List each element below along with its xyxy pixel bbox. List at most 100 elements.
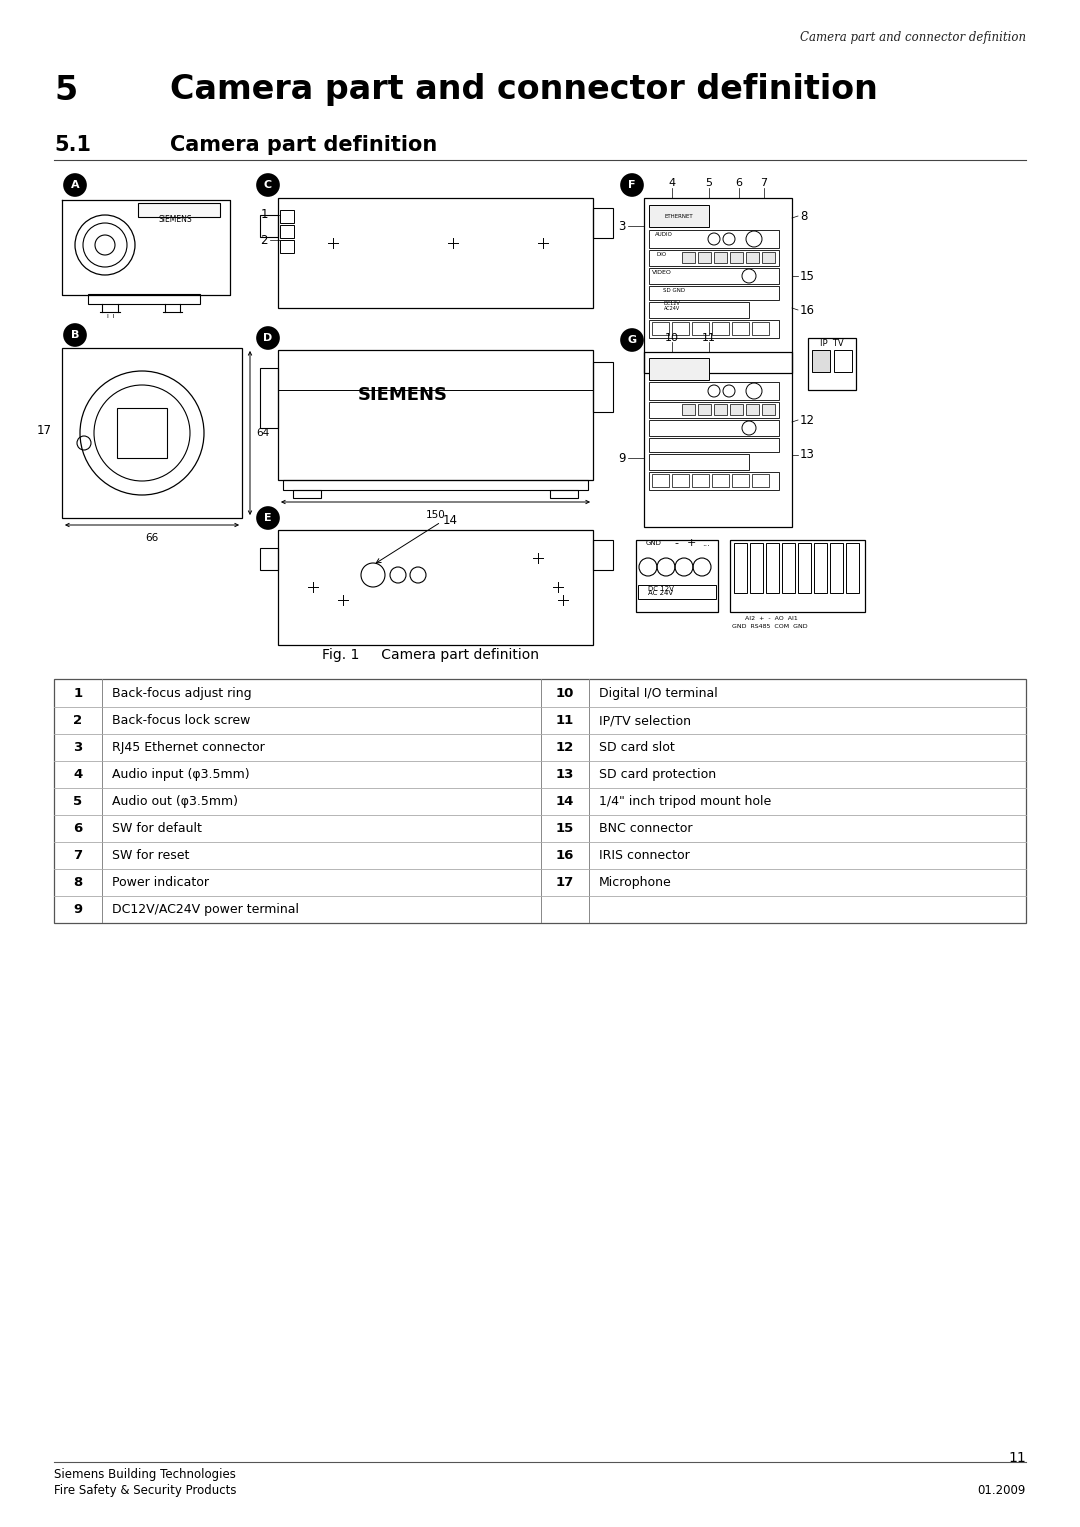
Bar <box>649 472 779 490</box>
Text: 1/4" inch tripod mount hole: 1/4" inch tripod mount hole <box>599 796 771 808</box>
Text: Microphone: Microphone <box>599 876 672 889</box>
Text: +: + <box>686 538 696 548</box>
Text: 13: 13 <box>800 449 815 461</box>
Text: 3: 3 <box>73 741 83 754</box>
Bar <box>831 544 843 592</box>
Bar <box>752 473 769 487</box>
Text: 3: 3 <box>619 220 626 232</box>
Text: 10: 10 <box>665 333 679 344</box>
Bar <box>730 541 865 612</box>
Bar <box>644 353 792 527</box>
Text: Siemens Building Technologies: Siemens Building Technologies <box>54 1467 235 1481</box>
Text: C: C <box>264 180 272 189</box>
Bar <box>649 302 750 318</box>
Text: SW for default: SW for default <box>112 822 202 835</box>
Bar <box>730 252 743 263</box>
Text: l  l: l l <box>107 315 114 319</box>
Text: 1: 1 <box>260 209 268 221</box>
Bar <box>260 215 278 237</box>
Text: 11: 11 <box>556 715 575 727</box>
Bar <box>714 405 727 415</box>
Text: Back-focus adjust ring: Back-focus adjust ring <box>112 687 252 699</box>
Text: IRIS connector: IRIS connector <box>599 849 690 863</box>
Text: 13: 13 <box>556 768 575 780</box>
Text: DC 12V: DC 12V <box>648 586 674 592</box>
Text: IP/TV selection: IP/TV selection <box>599 715 691 727</box>
Bar <box>732 473 750 487</box>
Bar <box>649 438 779 452</box>
Text: DC12V
AC24V: DC12V AC24V <box>664 301 680 312</box>
Bar <box>798 544 811 592</box>
Text: 15: 15 <box>556 822 575 835</box>
Bar <box>730 405 743 415</box>
Text: Power indicator: Power indicator <box>112 876 210 889</box>
Bar <box>762 252 775 263</box>
Bar <box>681 405 696 415</box>
Bar <box>652 473 669 487</box>
Bar <box>734 544 747 592</box>
Text: E: E <box>265 513 272 524</box>
Text: 5: 5 <box>54 73 78 107</box>
Bar <box>87 295 200 304</box>
Bar <box>117 408 167 458</box>
Text: GND  RS485  COM  GND: GND RS485 COM GND <box>732 623 808 629</box>
Text: Camera part and connector definition: Camera part and connector definition <box>170 73 878 107</box>
Text: Camera part definition: Camera part definition <box>170 134 437 156</box>
Bar <box>762 405 775 415</box>
Text: 17: 17 <box>556 876 575 889</box>
Circle shape <box>621 328 643 351</box>
Text: Fig. 1     Camera part definition: Fig. 1 Camera part definition <box>322 647 539 663</box>
Bar <box>280 224 294 238</box>
Bar <box>280 240 294 253</box>
Bar <box>138 203 220 217</box>
Text: 8: 8 <box>800 209 808 223</box>
Text: 01.2009: 01.2009 <box>977 1484 1026 1496</box>
Text: -: - <box>674 538 678 548</box>
Text: 12: 12 <box>800 414 815 426</box>
Bar <box>808 337 856 389</box>
Bar <box>62 348 242 518</box>
Text: SIEMENS: SIEMENS <box>158 215 192 224</box>
Text: 16: 16 <box>556 849 575 863</box>
Bar <box>293 490 321 498</box>
Text: 4: 4 <box>73 768 83 780</box>
Text: 5.1: 5.1 <box>54 134 91 156</box>
Circle shape <box>621 174 643 195</box>
Bar <box>714 252 727 263</box>
Bar <box>750 544 762 592</box>
Bar <box>636 541 718 612</box>
Bar <box>280 211 294 223</box>
Text: IP  TV: IP TV <box>820 339 843 348</box>
Bar <box>260 548 278 570</box>
Text: SD GND: SD GND <box>663 287 685 293</box>
Bar <box>593 362 613 412</box>
Bar <box>649 382 779 400</box>
Text: 2: 2 <box>260 234 268 246</box>
Text: SD card protection: SD card protection <box>599 768 716 780</box>
Bar <box>846 544 859 592</box>
Bar <box>746 405 759 415</box>
Text: Digital I/O terminal: Digital I/O terminal <box>599 687 718 699</box>
Bar <box>649 420 779 437</box>
Bar <box>649 321 779 337</box>
Text: 11: 11 <box>1009 1451 1026 1464</box>
Bar <box>649 205 708 228</box>
Text: 9: 9 <box>73 902 82 916</box>
Text: 16: 16 <box>800 304 815 316</box>
Text: 1: 1 <box>73 687 82 699</box>
Circle shape <box>257 174 279 195</box>
Text: 7: 7 <box>760 179 768 188</box>
Text: ...: ... <box>702 539 710 548</box>
Circle shape <box>257 507 279 528</box>
Text: 6: 6 <box>73 822 83 835</box>
Bar <box>746 252 759 263</box>
Bar <box>649 357 708 380</box>
Text: 11: 11 <box>702 333 716 344</box>
Circle shape <box>64 324 86 347</box>
Bar <box>692 473 708 487</box>
Text: AUDIO: AUDIO <box>656 232 673 237</box>
Text: 17: 17 <box>37 423 52 437</box>
Bar <box>649 402 779 418</box>
Bar <box>278 530 593 644</box>
Bar <box>752 322 769 334</box>
